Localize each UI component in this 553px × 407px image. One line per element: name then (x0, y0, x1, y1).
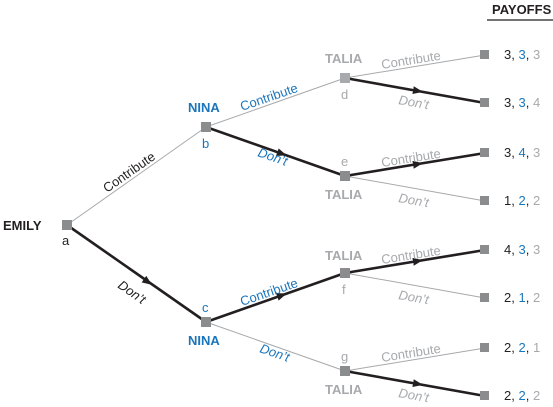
edge-f-2 (344, 272, 486, 299)
action-label-talia-e-dont: Don’t (397, 190, 431, 210)
action-label-talia-g-dont: Don’t (397, 385, 431, 405)
arrow-d-2 (405, 86, 423, 95)
node-a (62, 220, 72, 230)
node-letter-f: f (342, 282, 346, 297)
node-letter-g: g (341, 349, 348, 364)
payoff-row-5: 4, 3, 3 (504, 242, 540, 257)
node-letter-b: b (202, 136, 209, 151)
player-label-talia-d: TALIA (325, 51, 363, 66)
arrow-a-c (135, 273, 153, 285)
terminal-node-8 (480, 391, 489, 400)
edge-b-d (205, 77, 346, 128)
arrow-g-2 (405, 379, 423, 388)
node-letter-d: d (341, 87, 348, 102)
edge-c-g (205, 321, 346, 372)
payoffs-title: PAYOFFS (492, 2, 552, 17)
player-label-talia-g: TALIA (325, 382, 363, 397)
node-g (340, 366, 350, 376)
payoff-row-7: 2, 2, 1 (504, 340, 540, 355)
terminal-node-2 (480, 98, 489, 107)
payoff-row-1: 3, 3, 3 (504, 47, 540, 62)
action-label-talia-g-contribute: Contribute (380, 341, 442, 365)
payoff-row-6: 2, 1, 2 (504, 290, 540, 305)
node-letter-a: a (62, 233, 70, 248)
terminal-node-3 (480, 148, 489, 157)
payoff-row-2: 3, 3, 4 (504, 95, 540, 110)
player-label-nina-b: NINA (188, 100, 220, 115)
payoff-row-4: 1, 2, 2 (504, 193, 540, 208)
action-label-nina-b-dont: Don’t (256, 145, 291, 170)
node-f (340, 268, 350, 278)
terminal-node-6 (480, 293, 489, 302)
node-d (340, 73, 350, 83)
payoff-row-3: 3, 4, 3 (504, 145, 540, 160)
payoff-row-8: 2, 2, 2 (504, 388, 540, 403)
action-label-emily-dont: Don’t (115, 277, 150, 307)
terminal-node-4 (480, 196, 489, 205)
player-label-nina-c: NINA (188, 333, 220, 348)
edge-e-2 (344, 175, 486, 202)
action-label-nina-b-contribute: Contribute (238, 80, 300, 114)
arrow-b-e (269, 148, 287, 156)
arrow-f-1 (405, 257, 423, 266)
node-letter-c: c (202, 300, 209, 315)
edge-a-c (66, 223, 207, 324)
player-label-talia-e: TALIA (325, 187, 363, 202)
arrow-e-1 (405, 160, 423, 169)
edge-a-b (66, 126, 207, 226)
terminal-node-1 (480, 50, 489, 59)
edge-d-1 (344, 54, 486, 79)
terminal-node-5 (480, 245, 489, 254)
arrow-c-f (269, 293, 287, 301)
action-label-talia-d-contribute: Contribute (380, 48, 442, 72)
player-label-talia-f: TALIA (325, 248, 363, 263)
action-label-emily-contribute: Contribute (100, 149, 158, 196)
action-label-talia-d-dont: Don’t (397, 92, 431, 112)
action-label-nina-c-dont: Don’t (258, 341, 293, 366)
action-label-talia-f-dont: Don’t (397, 287, 431, 307)
terminal-node-7 (480, 343, 489, 352)
action-label-nina-c-contribute: Contribute (238, 275, 300, 309)
node-letter-e: e (341, 154, 348, 169)
node-e (340, 171, 350, 181)
edge-g-1 (344, 347, 486, 372)
node-b (201, 122, 211, 132)
node-c (201, 317, 211, 327)
player-label-emily: EMILY (3, 218, 42, 233)
